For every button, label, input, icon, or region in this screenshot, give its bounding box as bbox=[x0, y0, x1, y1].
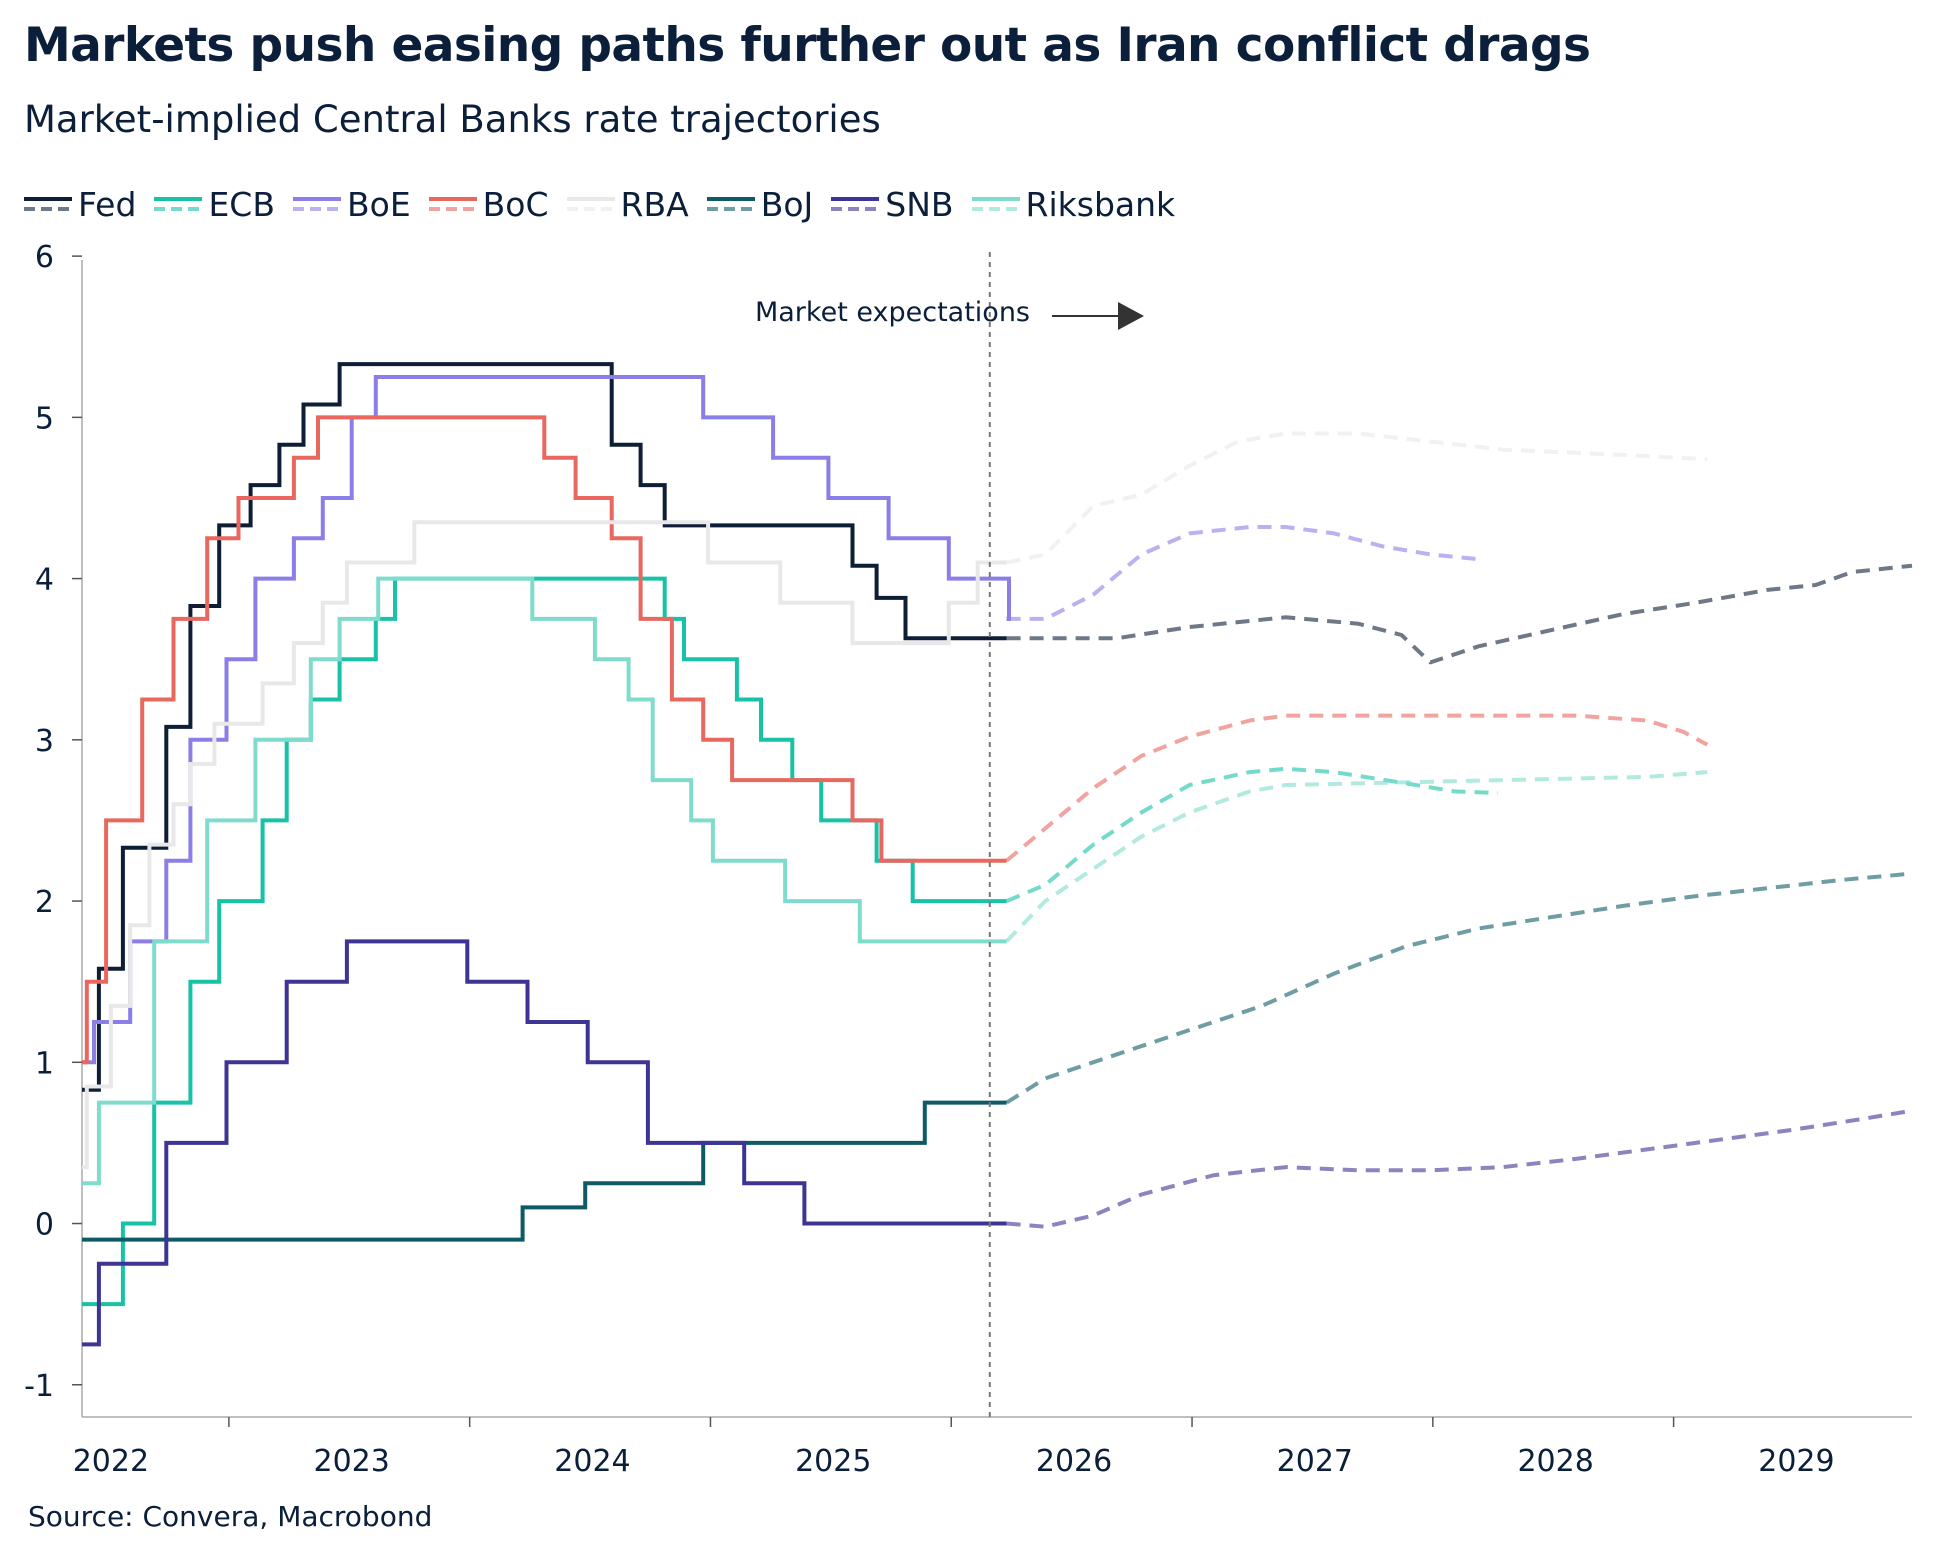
series-boj-expected bbox=[1005, 871, 1913, 1105]
legend-label-fed: Fed bbox=[78, 184, 137, 224]
legend-item-boj: BoJ bbox=[706, 184, 814, 224]
legend-label-boe: BoE bbox=[346, 184, 411, 224]
series-boc-expected bbox=[1005, 713, 1709, 863]
legend-label-boj: BoJ bbox=[760, 184, 814, 224]
x-tick-label: 2024 bbox=[554, 1444, 630, 1479]
legend-swatch-riksbank bbox=[971, 197, 1020, 211]
legend-item-fed: Fed bbox=[24, 185, 136, 224]
series-boc-actual bbox=[82, 415, 1007, 1065]
x-tick-label: 2026 bbox=[1036, 1444, 1112, 1479]
y-tick-label: 3 bbox=[35, 724, 54, 759]
legend-label-snb: SNB bbox=[885, 184, 954, 224]
legend-label-riksbank: Riksbank bbox=[1025, 184, 1176, 224]
y-tick-label: 4 bbox=[35, 563, 54, 598]
series-rba-actual bbox=[82, 520, 1007, 1170]
legend-item-boc: BoC bbox=[428, 184, 549, 224]
legend-swatch-ecb bbox=[154, 197, 203, 211]
series-fed-actual bbox=[82, 362, 1007, 1092]
series-snb-actual bbox=[82, 939, 1007, 1347]
y-tick-label: 2 bbox=[35, 885, 54, 920]
legend-item-rba: RBA bbox=[566, 184, 689, 224]
annotation-label: Market expectations bbox=[755, 297, 1030, 328]
legend: Fed ECB BoE BoC RBA BoJ SNB Riksbank bbox=[24, 178, 1175, 230]
legend-label-ecb: ECB bbox=[208, 184, 275, 224]
legend-item-snb: SNB bbox=[831, 184, 954, 224]
x-tick-label: 2022 bbox=[73, 1444, 149, 1479]
y-tick-label: -1 bbox=[24, 1369, 54, 1404]
chart-title: Markets push easing paths further out as… bbox=[24, 18, 1591, 73]
y-tick-label: 0 bbox=[35, 1208, 54, 1243]
source-note: Source: Convera, Macrobond bbox=[28, 1500, 433, 1533]
legend-item-riksbank: Riksbank bbox=[971, 184, 1176, 224]
legend-swatch-fed bbox=[24, 197, 72, 211]
x-tick-label: 2023 bbox=[314, 1444, 390, 1479]
legend-item-boe: BoE bbox=[292, 184, 411, 224]
series-rba-expected bbox=[1006, 431, 1708, 565]
series-boe-actual bbox=[82, 375, 1011, 1065]
line-chart: -1 0 1 2 3 4 5 6 2022 2023 2024 2025 2026 2027 2028 202… bbox=[24, 240, 1913, 1479]
x-tick-label: 2028 bbox=[1517, 1444, 1593, 1479]
y-tick-label: 1 bbox=[35, 1046, 54, 1081]
legend-swatch-rba bbox=[566, 197, 615, 211]
series-riksbank-actual bbox=[82, 576, 1007, 1186]
legend-item-ecb: ECB bbox=[154, 185, 275, 224]
series-boe-expected bbox=[1006, 525, 1479, 621]
series-fed-expected bbox=[1006, 563, 1913, 665]
legend-swatch-snb bbox=[831, 197, 880, 211]
x-tick-label: 2025 bbox=[795, 1444, 871, 1479]
series-ecb-expected bbox=[1005, 766, 1498, 903]
x-tick-label: 2027 bbox=[1277, 1444, 1353, 1479]
legend-swatch-boc bbox=[428, 197, 477, 211]
legend-swatch-boe bbox=[292, 197, 341, 211]
y-tick-label: 5 bbox=[35, 401, 54, 436]
series-lines bbox=[82, 362, 1913, 1347]
legend-label-rba: RBA bbox=[620, 184, 689, 224]
legend-swatch-boj bbox=[706, 197, 755, 211]
chart-subtitle: Market-implied Central Banks rate trajec… bbox=[24, 98, 881, 141]
series-snb-expected bbox=[1006, 1108, 1913, 1229]
annotation-arrow-head bbox=[1118, 302, 1144, 330]
axes: -1 0 1 2 3 4 5 6 2022 2023 2024 2025 2026 2027 2028 202… bbox=[24, 240, 1912, 1479]
y-tick-label: 6 bbox=[35, 240, 54, 275]
annotations: Market expectations bbox=[755, 252, 1144, 1417]
series-riksbank-expected bbox=[1005, 770, 1708, 943]
x-tick-label: 2029 bbox=[1758, 1444, 1834, 1479]
legend-label-boc: BoC bbox=[482, 184, 549, 224]
series-boj-actual bbox=[82, 1100, 1007, 1242]
